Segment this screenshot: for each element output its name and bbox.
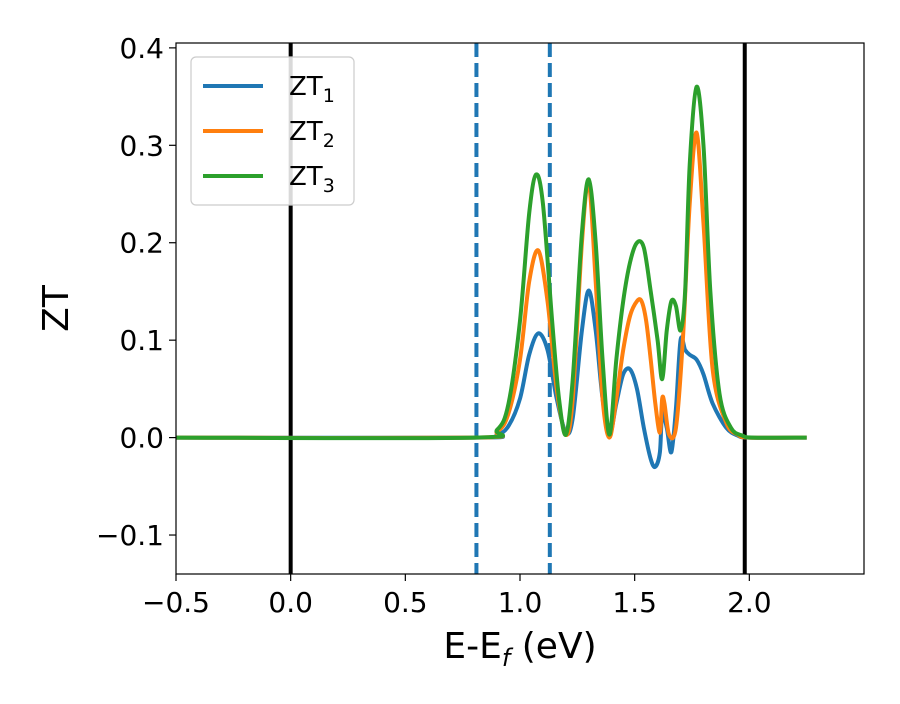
y-axis: −0.1 0.0 0.1 0.2 0.3 0.4	[96, 32, 176, 552]
legend-label-zt2: ZT2	[289, 117, 335, 152]
x-tick-label: 1.0	[498, 586, 543, 619]
x-tick-label: 0.0	[268, 586, 313, 619]
y-tick-label: −0.1	[96, 519, 164, 552]
x-tick-label: 1.5	[612, 586, 657, 619]
y-tick-label: 0.4	[119, 32, 164, 65]
x-axis-title-main: E-E	[443, 626, 501, 667]
x-axis-title: E-Ef (eV)	[443, 626, 596, 672]
x-axis: −0.5 0.0 0.5 1.0 1.5 2.0	[142, 574, 772, 619]
series-lines	[176, 84, 807, 470]
x-tick-label: −0.5	[142, 586, 210, 619]
legend-label-zt3: ZT3	[289, 162, 335, 197]
series-line-zt2	[176, 130, 807, 441]
series-line-zt1	[176, 288, 807, 470]
x-tick-label: 0.5	[383, 586, 428, 619]
y-tick-label: 0.2	[119, 227, 164, 260]
legend-label-zt1: ZT1	[289, 72, 335, 107]
y-tick-label: 0.1	[119, 324, 164, 357]
y-axis-title: ZT	[36, 284, 77, 332]
x-tick-label: 2.0	[727, 586, 772, 619]
y-tick-label: 0.3	[119, 129, 164, 162]
series-line-zt3	[176, 84, 807, 441]
x-axis-title-unit: (eV)	[510, 626, 596, 667]
legend-box	[190, 56, 355, 206]
y-tick-label: 0.0	[119, 422, 164, 455]
legend: ZT1 ZT2 ZT3	[190, 56, 355, 206]
